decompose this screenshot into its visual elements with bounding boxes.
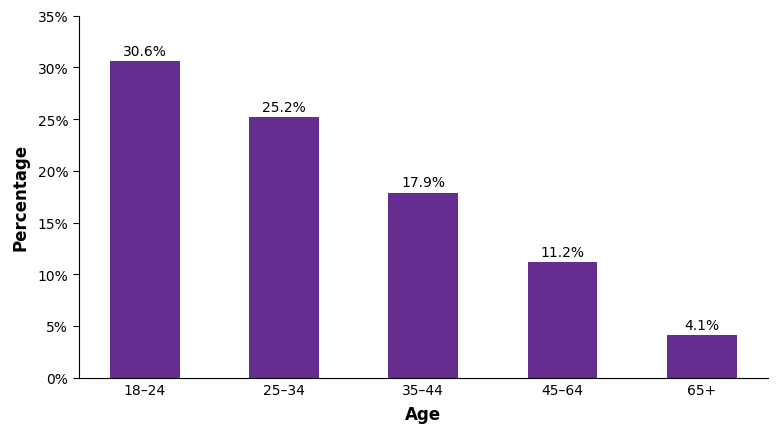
Bar: [389, 193, 458, 378]
Bar: [527, 262, 597, 378]
Y-axis label: Percentage: Percentage: [11, 144, 29, 251]
Text: 11.2%: 11.2%: [541, 245, 584, 259]
X-axis label: Age: Age: [405, 405, 442, 423]
Bar: [110, 62, 180, 378]
Text: 30.6%: 30.6%: [123, 45, 167, 59]
Bar: [667, 335, 737, 378]
Text: 17.9%: 17.9%: [401, 176, 446, 190]
Text: 25.2%: 25.2%: [262, 101, 306, 115]
Bar: [249, 118, 319, 378]
Text: 4.1%: 4.1%: [684, 319, 719, 332]
